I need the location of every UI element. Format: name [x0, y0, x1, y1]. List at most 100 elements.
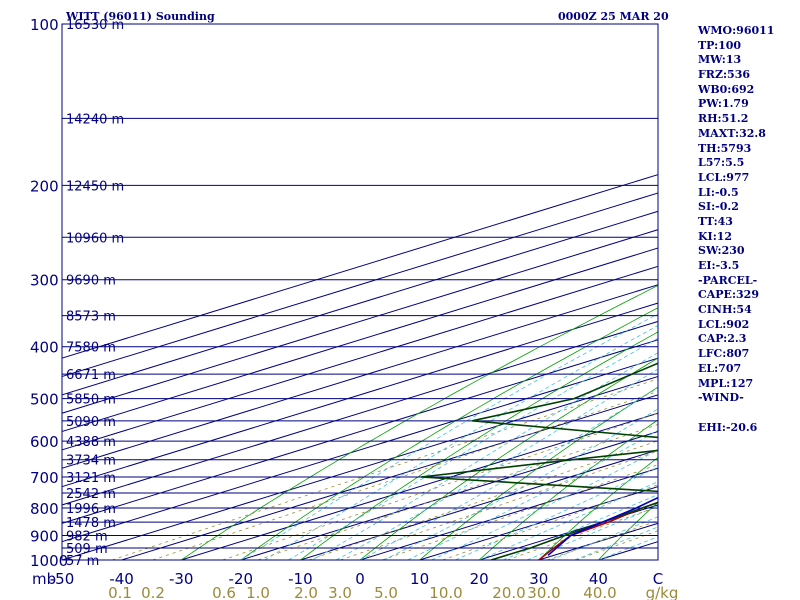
height-label: 1478 m	[66, 516, 116, 531]
isotherm-line	[62, 192, 658, 378]
mixing-ratio-line	[442, 484, 658, 560]
temperature-tick-label: 20	[470, 570, 489, 588]
pressure-tick-label: 900	[30, 527, 59, 545]
stat-item: -PARCEL-	[698, 273, 758, 287]
stat-item: WMO:96011	[698, 24, 775, 37]
height-label: 509 m	[66, 542, 108, 557]
mixing-ratio-label: 10.0	[429, 584, 462, 600]
temperature-tick-label: 10	[410, 570, 429, 588]
stats-panel: WMO:96011 TP:100 MW:13 FRZ:536 WB0:692 PW:1.7…	[698, 24, 774, 435]
pressure-axis-unit: mb	[32, 570, 56, 588]
height-label: 9690 m	[66, 274, 116, 289]
moist-adiabat-line	[288, 337, 658, 560]
stat-item: -WIND-	[698, 391, 744, 405]
stat-item: L57:5.5	[698, 156, 745, 170]
stat-item: MW:13	[698, 53, 742, 67]
stat-item: PW:1.79	[698, 97, 749, 111]
stat-item: EI:-3.5	[698, 259, 740, 272]
moist-adiabat-line	[431, 449, 658, 560]
height-label: 2542 m	[66, 487, 116, 502]
temperature-axis-unit: C	[653, 570, 663, 588]
stat-item: FRZ:536	[698, 68, 751, 82]
mixing-ratio-label: 20.0	[492, 584, 525, 600]
temperature-tick-label: -10	[288, 570, 313, 588]
mixing-ratio-line	[152, 390, 658, 560]
mixing-ratio-label: 5.0	[374, 584, 398, 600]
stat-item: LCL:902	[698, 317, 750, 331]
moist-adiabat-line	[502, 493, 658, 560]
height-label: 1996 m	[66, 502, 116, 517]
stat-item: SI:-0.2	[698, 200, 739, 214]
pressure-tick-label: 1000	[30, 552, 68, 570]
temperature-tick-label: -50	[50, 570, 75, 588]
isotherm-line	[62, 247, 658, 433]
sounding-time: 0000Z 25 MAR 20	[558, 10, 669, 23]
mixing-ratio-line	[507, 506, 658, 560]
pressure-tick-label: 800	[30, 500, 59, 518]
stat-item: EHI:-20.6	[698, 420, 758, 434]
stat-item: CAP:2.3	[698, 332, 747, 346]
pressure-tick-label: 200	[30, 177, 59, 195]
mixing-ratio-label: 40.0	[583, 584, 616, 600]
isotherm-line	[62, 302, 658, 488]
pressure-tick-label: 300	[30, 272, 59, 290]
mixing-ratio-line	[382, 464, 658, 560]
mixing-ratio-label: 2.0	[294, 584, 318, 600]
mixing-ratio-label: 0.2	[141, 584, 165, 600]
isotherm-line	[359, 467, 658, 560]
moist-adiabat-line	[359, 387, 658, 560]
isotherm-line	[240, 431, 658, 560]
pressure-tick-label: 100	[30, 16, 59, 34]
height-label: 3121 m	[66, 471, 116, 486]
mixing-ratio-label: 0.6	[212, 584, 236, 600]
temperature-tick-label: 40	[589, 570, 608, 588]
isotherm-line	[300, 449, 658, 560]
isotherm-line	[62, 210, 658, 396]
height-label: 982 m	[66, 529, 108, 544]
stat-item: LI:-0.5	[698, 185, 739, 199]
isotherm-line	[62, 174, 658, 359]
stat-item: RH:51.2	[698, 112, 749, 126]
stat-item: CAPE:329	[698, 288, 759, 302]
pressure-tick-label: 500	[30, 391, 59, 409]
temperature-tick-label: -40	[109, 570, 134, 588]
plot-frame	[61, 23, 659, 561]
dewpoint-line	[420, 362, 658, 560]
height-label: 4388 m	[66, 435, 116, 450]
mixing-ratio-label: 3.0	[328, 584, 352, 600]
temperature-tick-label: 0	[355, 570, 365, 588]
isotherm-line	[62, 339, 658, 524]
height-label: 3734 m	[66, 454, 116, 469]
stat-item: LCL:977	[698, 170, 750, 184]
height-label: 5090 m	[66, 415, 116, 430]
stat-item: TT:43	[698, 214, 733, 228]
isotherm-line	[121, 394, 658, 560]
isotherm-line	[62, 375, 658, 560]
stat-item: CINH:54	[698, 303, 752, 317]
height-label: 6671 m	[66, 368, 116, 383]
stat-item: MAXT:32.8	[698, 126, 766, 140]
isotherm-line	[62, 229, 658, 414]
isotherm-line	[62, 357, 658, 543]
mixing-ratio-unit: g/kg	[646, 584, 679, 600]
station-title: WITT (96011) Sounding	[66, 10, 215, 23]
stat-item: MPL:127	[698, 376, 754, 390]
background-lines	[62, 174, 658, 560]
temperature-tick-label: 30	[529, 570, 548, 588]
mixing-ratio-label: 0.1	[108, 584, 132, 600]
stat-item: EL:707	[698, 361, 742, 375]
stat-item: TP:100	[698, 38, 742, 52]
isotherm-line	[62, 320, 658, 506]
height-label: 12450 m	[66, 179, 124, 194]
temperature-tick-label: -30	[169, 570, 194, 588]
mixing-ratio-label: 30.0	[527, 584, 560, 600]
height-label: 10960 m	[66, 231, 124, 246]
mixing-ratio-label: 1.0	[246, 584, 270, 600]
moist-adiabat-line	[526, 505, 658, 560]
height-label: 7580 m	[66, 341, 116, 356]
stat-item: SW:230	[698, 244, 745, 258]
isotherm-line	[62, 284, 658, 469]
pressure-tick-label: 700	[30, 469, 59, 487]
